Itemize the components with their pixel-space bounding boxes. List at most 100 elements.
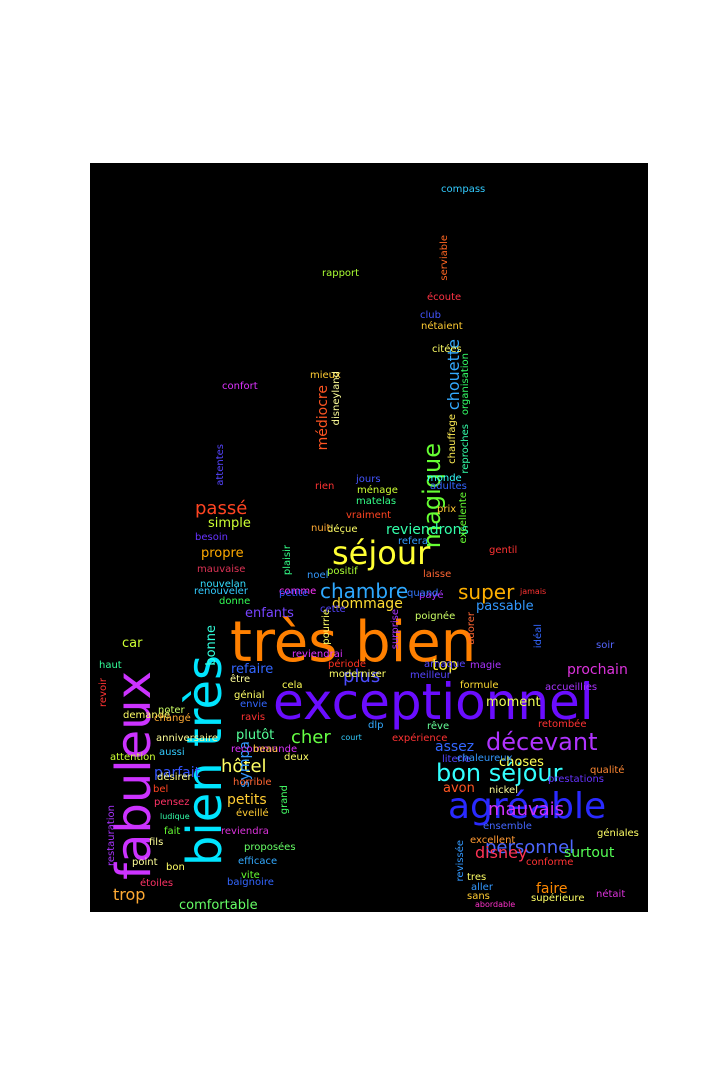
cloud-word: passable: [476, 599, 534, 614]
cloud-word: refera: [398, 536, 428, 547]
cloud-word: dommage: [332, 596, 403, 612]
cloud-word: quand: [407, 588, 439, 599]
cloud-word: parfait: [154, 765, 201, 781]
cloud-word: nétait: [596, 889, 626, 900]
cloud-word: plaisir: [282, 545, 293, 576]
cloud-word: ludique: [160, 812, 190, 821]
cloud-word: nuit: [311, 523, 331, 534]
cloud-word: efficace: [238, 856, 278, 867]
cloud-word: pourrie: [321, 609, 332, 645]
cloud-word: point: [132, 857, 158, 868]
cloud-word: gentil: [489, 545, 518, 556]
cloud-word: excellent: [470, 835, 516, 846]
cloud-word: reproches: [460, 424, 471, 474]
cloud-word: ménage: [357, 485, 398, 496]
cloud-word: noel: [307, 570, 329, 581]
cloud-word: arnaque: [424, 659, 466, 670]
cloud-word: moment: [486, 695, 541, 710]
cloud-word: organisation: [460, 353, 471, 416]
cloud-word: donne: [219, 596, 251, 607]
cloud-word: chaleureux: [457, 753, 513, 764]
cloud-word: serviable: [439, 235, 450, 281]
cloud-word: vraiment: [346, 510, 392, 521]
cloud-word: payé: [419, 590, 444, 601]
cloud-word: comme: [279, 586, 317, 597]
cloud-word: supérieure: [531, 893, 585, 904]
cloud-word: adultes: [430, 481, 467, 492]
cloud-word: renouveler: [194, 586, 248, 597]
cloud-word: décevant: [486, 728, 598, 756]
cloud-word: horrible: [233, 777, 272, 788]
cloud-word: cette: [320, 604, 346, 615]
cloud-word: disneyland: [331, 371, 342, 426]
cloud-word: aussi: [159, 747, 185, 758]
cloud-word: écoute: [427, 292, 462, 303]
cloud-word: trop: [113, 885, 146, 904]
cloud-word: envie: [240, 699, 268, 710]
cloud-word: comfortable: [179, 898, 258, 912]
cloud-word: moderniser: [329, 669, 386, 680]
cloud-word: formule: [460, 680, 499, 691]
cloud-word: génial: [234, 690, 265, 701]
cloud-word: top: [432, 655, 459, 674]
cloud-word: simple: [208, 516, 251, 531]
cloud-word: jamais: [520, 587, 547, 596]
cloud-word: propre: [201, 546, 244, 561]
cloud-word: adorer: [466, 612, 477, 645]
cloud-word: chauffage: [447, 414, 458, 464]
word-cloud: très bien exceptionnel fabuleux bien très ag…: [90, 163, 648, 912]
cloud-word: prix: [437, 504, 457, 515]
cloud-word: monde: [427, 473, 462, 484]
cloud-word: tres: [467, 872, 487, 883]
cloud-word: nétaient: [421, 321, 463, 332]
cloud-word: fils: [149, 837, 164, 848]
cloud-word: reviendrons: [386, 522, 469, 538]
cloud-word: bon: [166, 862, 185, 873]
cloud-word: recommande: [231, 744, 298, 755]
cloud-word: confort: [222, 381, 258, 392]
cloud-word: bonne: [204, 625, 219, 666]
cloud-word: revoir: [98, 678, 109, 707]
cloud-word: déçue: [327, 524, 358, 535]
cloud-word: aller: [471, 882, 493, 893]
cloud-word: éveillé: [236, 808, 269, 819]
cloud-word: cela: [282, 680, 303, 691]
cloud-word: passé: [195, 498, 248, 519]
cloud-word: excellente: [458, 492, 469, 544]
cloud-word: grand: [279, 785, 290, 815]
cloud-word: désirer: [157, 772, 192, 783]
cloud-word: rapport: [322, 268, 360, 279]
cloud-word: beau: [253, 744, 278, 755]
cloud-word: personnel: [485, 837, 575, 858]
cloud-word: médiocre: [315, 385, 331, 451]
cloud-word: bel: [153, 784, 169, 795]
cloud-word: ensemble: [483, 821, 532, 832]
cloud-word: expérience: [392, 733, 448, 744]
cloud-word: baignoire: [227, 877, 274, 888]
cloud-word: retombée: [538, 719, 587, 730]
cloud-word: prochain: [567, 662, 628, 678]
cloud-word: idéal: [533, 624, 544, 649]
cloud-word: assez: [435, 739, 475, 755]
cloud-word: mauvais: [488, 799, 565, 820]
cloud-word: nickel: [489, 785, 518, 796]
cloud-word: fabuleux: [106, 671, 162, 880]
cloud-word: période: [328, 659, 367, 670]
cloud-word: jours: [356, 474, 381, 485]
cloud-word: accueillies: [545, 682, 598, 693]
cloud-word: être: [230, 674, 251, 685]
cloud-word: magie: [470, 660, 502, 671]
cloud-word: citées: [432, 344, 462, 355]
cloud-word: hôtel: [221, 756, 267, 777]
cloud-word: car: [122, 636, 143, 651]
cloud-word: petits: [227, 792, 267, 808]
cloud-word: laisse: [423, 569, 452, 580]
cloud-word: faire: [536, 881, 568, 897]
cloud-word: rêve: [427, 721, 450, 732]
cloud-word: disney: [475, 843, 528, 862]
cloud-word: deux: [284, 752, 309, 763]
cloud-word: changé: [154, 713, 191, 724]
cloud-word: prestations: [548, 774, 605, 785]
cloud-word: reviendra: [221, 826, 269, 837]
cloud-word: mieux: [310, 370, 341, 381]
